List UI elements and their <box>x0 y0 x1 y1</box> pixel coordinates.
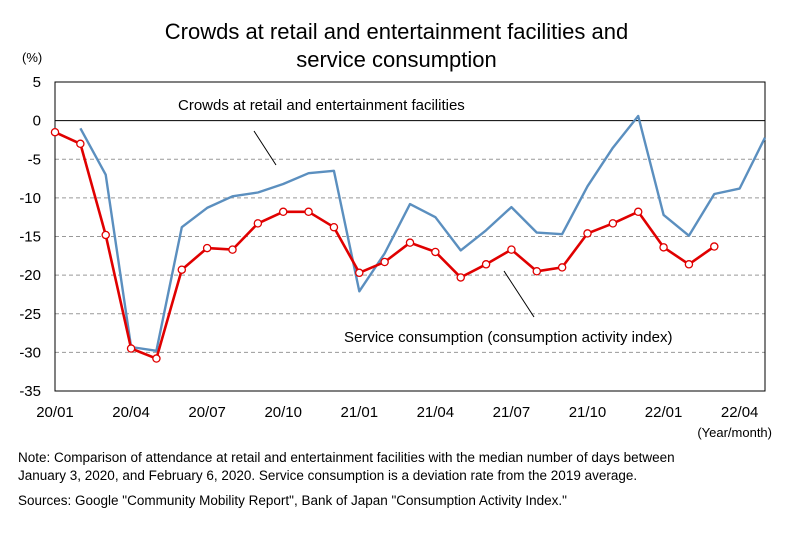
sources-note: Sources: Google "Community Mobility Repo… <box>18 493 567 508</box>
x-axis-unit: (Year/month) <box>697 425 772 440</box>
service-consumption-point <box>532 267 542 276</box>
y-tick-label: 5 <box>33 74 41 91</box>
service-consumption-point <box>202 243 212 253</box>
y-axis-unit: (%) <box>22 50 42 65</box>
service-consumption-point <box>304 207 313 217</box>
service-consumption-point <box>507 245 516 254</box>
service-consumption-point <box>152 354 161 363</box>
x-tick-label: 21/04 <box>417 404 455 421</box>
crowds-annotation-leader <box>253 130 277 166</box>
service-consumption-point <box>126 344 136 353</box>
service-consumption-point <box>228 245 237 254</box>
y-tick-label: -15 <box>19 229 41 246</box>
y-tick-label: 0 <box>33 113 41 130</box>
service-consumption-annotation: Service consumption (consumption activit… <box>344 329 672 346</box>
service-consumption-point <box>710 242 719 251</box>
service-consumption-point <box>76 139 85 149</box>
service-consumption-point <box>177 265 187 274</box>
x-tick-label: 21/07 <box>493 404 531 421</box>
service-consumption-point <box>659 243 668 252</box>
service-consumption-point <box>481 260 491 269</box>
x-tick-label: 20/01 <box>36 404 74 421</box>
service-consumption-point <box>583 229 592 238</box>
service-consumption-point <box>253 219 263 228</box>
service-consumption-point <box>405 238 415 247</box>
service-consumption-point <box>50 127 60 137</box>
service-consumption-point <box>329 222 339 232</box>
chart-title-line2: service consumption <box>296 47 497 72</box>
service-consumption-point <box>278 207 288 217</box>
x-tick-label: 20/04 <box>112 404 150 421</box>
service-consumption-point <box>431 247 440 257</box>
x-tick-label: 20/10 <box>264 404 302 421</box>
y-tick-label: -25 <box>19 306 41 323</box>
crowds-series-line <box>79 114 767 352</box>
service-annotation-leader <box>503 270 535 318</box>
y-tick-label: -10 <box>19 190 41 207</box>
note-line-2: January 3, 2020, and February 6, 2020. S… <box>18 468 638 483</box>
service-consumption-point <box>355 268 364 278</box>
service-consumption-point <box>380 257 389 267</box>
service-consumption-point <box>557 263 567 272</box>
x-tick-label: 21/01 <box>341 404 379 421</box>
note-line-1: Note: Comparison of attendance at retail… <box>18 450 675 465</box>
service-consumption-point <box>456 273 465 282</box>
service-consumption-point <box>101 230 110 240</box>
y-tick-label: -30 <box>19 344 41 361</box>
y-tick-label: -5 <box>28 151 41 168</box>
x-tick-label: 22/01 <box>645 404 683 421</box>
y-tick-label: -35 <box>19 383 41 400</box>
service-consumption-point <box>633 207 643 217</box>
service-consumption-point <box>608 219 618 228</box>
service-consumption-point <box>684 260 694 269</box>
plot-frame <box>54 81 766 392</box>
x-tick-label: 22/04 <box>721 404 759 421</box>
y-tick-label: -20 <box>19 267 41 284</box>
crowds-series-annotation: Crowds at retail and entertainment facil… <box>178 97 465 114</box>
service-consumption-series-line <box>54 131 716 360</box>
x-tick-label: 21/10 <box>569 404 607 421</box>
chart-title: Crowds at retail and entertainment facil… <box>164 19 629 44</box>
x-tick-label: 20/07 <box>188 404 226 421</box>
